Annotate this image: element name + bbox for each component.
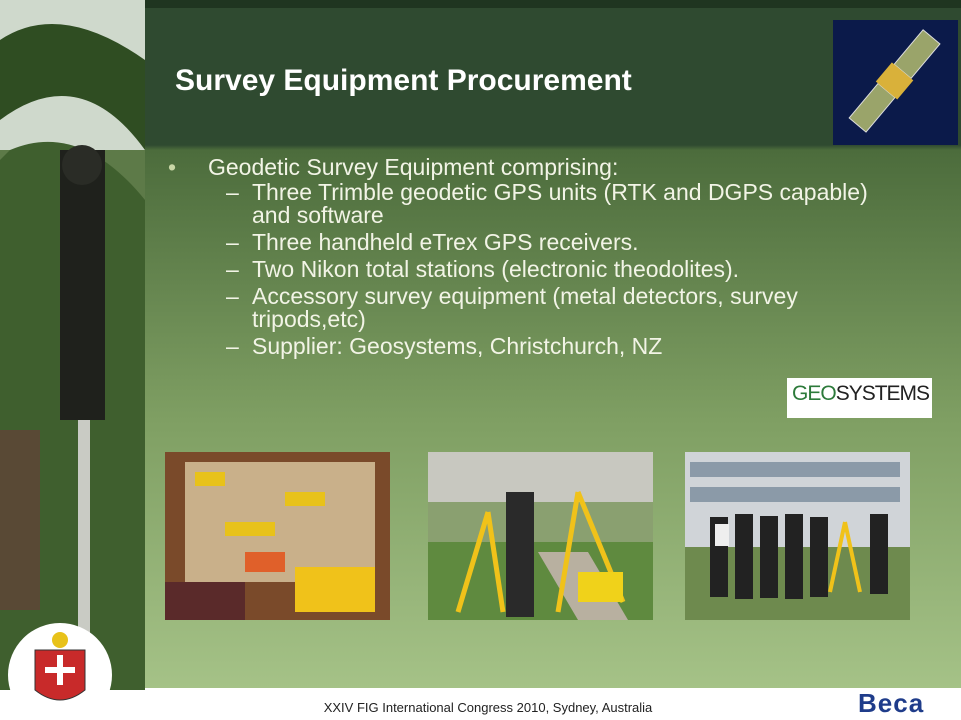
photo-field-survey — [428, 452, 653, 620]
bullet-list: Geodetic Survey Equipment comprising: Th… — [160, 156, 930, 362]
sub-bullet: Supplier: Geosystems, Christchurch, NZ — [160, 335, 912, 358]
sub-bullet: Three Trimble geodetic GPS units (RTK an… — [160, 181, 912, 227]
satellite-image — [833, 20, 958, 145]
footer: XXIV FIG International Congress 2010, Sy… — [0, 700, 961, 715]
photo-team — [685, 452, 910, 620]
sub-bullet: Accessory survey equipment (metal detect… — [160, 285, 912, 331]
sub-bullet: Three handheld eTrex GPS receivers. — [160, 231, 912, 254]
supplier-logo: GEOSYSTEMS — [787, 378, 932, 418]
top-bar — [145, 0, 961, 8]
logo-text: SYSTEMS — [836, 382, 929, 405]
sub-bullet: Two Nikon total stations (electronic the… — [160, 258, 912, 281]
logo-text: GEO — [792, 382, 836, 405]
photo-equipment-shelf — [165, 452, 390, 620]
company-logo: Beca — [858, 688, 924, 719]
left-photo — [0, 0, 145, 690]
slide-title: Survey Equipment Procurement — [175, 64, 632, 98]
slide: Survey Equipment Procurement Geodetic Su… — [0, 0, 961, 720]
bullet: Geodetic Survey Equipment comprising: — [160, 156, 930, 179]
